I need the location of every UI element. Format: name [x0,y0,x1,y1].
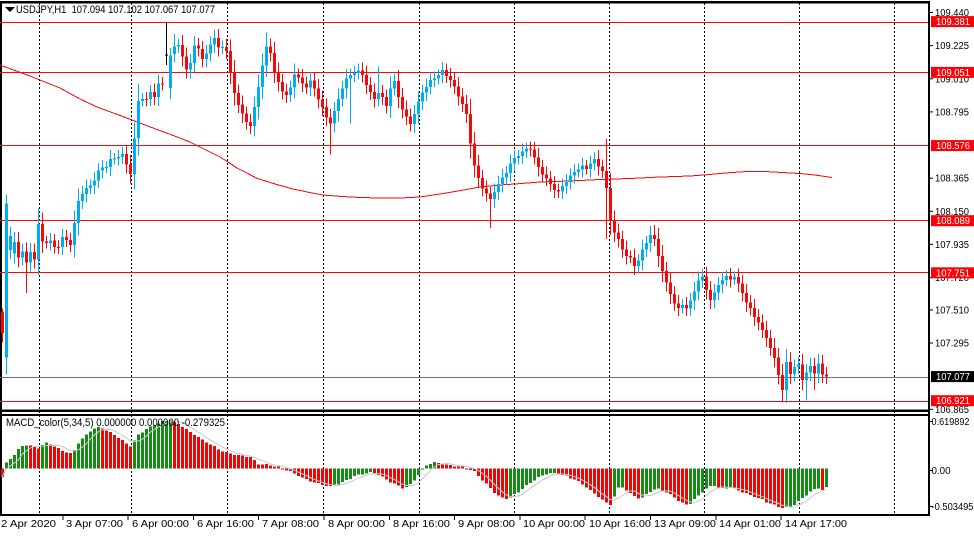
svg-text:106.921: 106.921 [936,396,970,407]
svg-text:10 Apr 00:00: 10 Apr 00:00 [523,519,585,530]
svg-text:USDJPY,H1 107.094 107.102 107: USDJPY,H1 107.094 107.102 107.067 107.07… [16,4,215,16]
svg-text:14 Apr 01:00: 14 Apr 01:00 [719,519,781,530]
svg-text:109.010: 109.010 [935,74,969,85]
svg-text:107.077: 107.077 [936,372,970,383]
svg-text:0.619892: 0.619892 [932,417,970,428]
svg-text:7 Apr 08:00: 7 Apr 08:00 [262,519,319,530]
svg-text:108.365: 108.365 [935,174,969,185]
svg-text:6 Apr 00:00: 6 Apr 00:00 [132,519,189,530]
svg-text:14 Apr 17:00: 14 Apr 17:00 [785,519,847,530]
svg-text:2 Apr 2020: 2 Apr 2020 [1,519,56,530]
svg-text:107.510: 107.510 [935,305,969,316]
svg-text:9 Apr 08:00: 9 Apr 08:00 [458,519,515,530]
svg-text:MACD_color(5,34,5) 0.000000 0.: MACD_color(5,34,5) 0.000000 0.000000 -0.… [6,417,225,429]
svg-text:108.795: 108.795 [935,107,969,118]
svg-text:109.051: 109.051 [936,68,970,79]
svg-text:109.440: 109.440 [935,8,969,19]
svg-text:6 Apr 16:00: 6 Apr 16:00 [197,519,254,530]
svg-text:107.295: 107.295 [935,339,969,350]
svg-text:8 Apr 16:00: 8 Apr 16:00 [393,519,450,530]
svg-text:109.381: 109.381 [936,17,970,28]
svg-text:10 Apr 16:00: 10 Apr 16:00 [589,519,651,530]
svg-text:108.150: 108.150 [935,207,969,218]
svg-text:3 Apr 07:00: 3 Apr 07:00 [66,519,123,530]
svg-text:107.935: 107.935 [935,240,969,251]
svg-text:108.576: 108.576 [936,141,970,152]
svg-text:109.225: 109.225 [935,41,969,52]
svg-text:107.720: 107.720 [935,273,969,284]
svg-text:108.089: 108.089 [936,216,970,227]
svg-text:13 Apr 09:00: 13 Apr 09:00 [654,519,716,530]
svg-text:8 Apr 00:00: 8 Apr 00:00 [328,519,385,530]
svg-text:106.865: 106.865 [935,405,969,416]
svg-text:-0.503495: -0.503495 [932,502,974,513]
svg-text:107.751: 107.751 [936,268,970,279]
svg-text:0.00: 0.00 [932,466,951,477]
